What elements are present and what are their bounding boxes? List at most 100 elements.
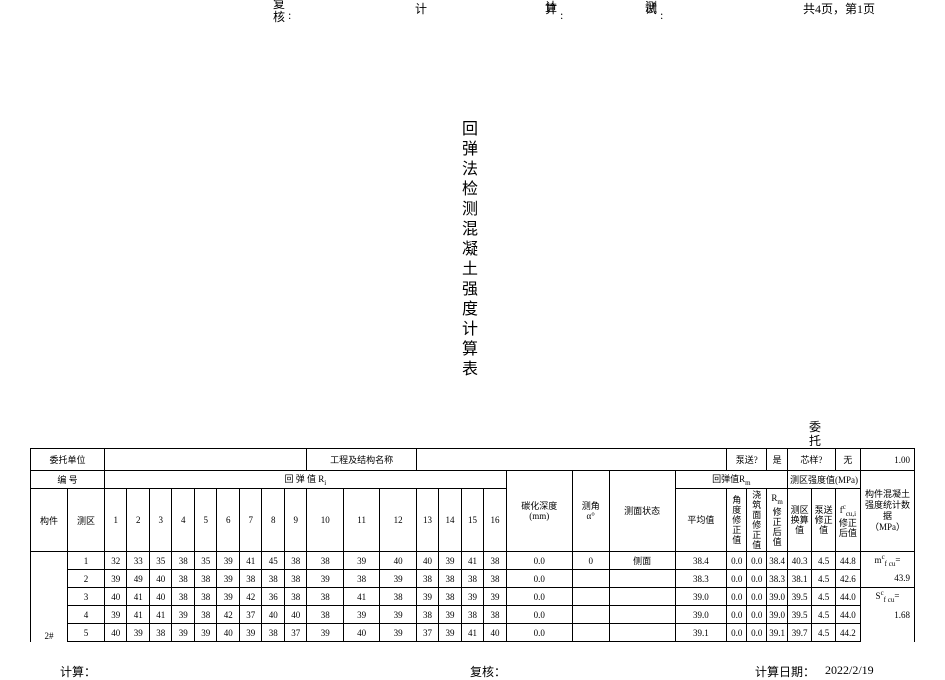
cell: 40 xyxy=(380,552,416,570)
cell-cejiao: 0 xyxy=(572,552,609,570)
cell: 35 xyxy=(149,552,172,570)
col-10: 10 xyxy=(307,489,343,552)
fcui-sub: cu,i xyxy=(846,509,856,517)
cell-cejiao xyxy=(572,606,609,624)
tanhua-text: 碳化深度 xyxy=(521,501,557,511)
cell-fcui: 44.8 xyxy=(835,552,860,570)
cell-cqu: 38.1 xyxy=(788,570,812,588)
table-row: 2 39 49 40 38 38 39 38 38 38 39 38 39 38… xyxy=(31,570,915,588)
hdr-huitan-rm: 回弹值Rm xyxy=(675,471,787,489)
cell: 39 xyxy=(343,552,379,570)
table-row: 3 40 41 40 38 38 39 42 36 38 38 41 38 39… xyxy=(31,588,915,606)
col-4: 4 xyxy=(172,489,195,552)
hdr-ratio: 1.00 xyxy=(861,449,915,471)
cell: 40 xyxy=(262,606,285,624)
cell: 40 xyxy=(217,624,240,642)
cell-jd: 0.0 xyxy=(727,588,747,606)
cell: 33 xyxy=(127,552,150,570)
cell-tanhua: 0.0 xyxy=(506,624,572,642)
cell: 38 xyxy=(439,570,462,588)
cell: 40 xyxy=(104,624,127,642)
cell-cqu: 39.7 xyxy=(788,624,812,642)
col-15: 15 xyxy=(461,489,484,552)
cell-rmxz: 38.4 xyxy=(767,552,788,570)
cell-rmxz: 38.3 xyxy=(767,570,788,588)
cell: 40 xyxy=(484,624,507,642)
hdr-cequ-hs: 测区换算值 xyxy=(788,489,812,552)
cell-rmxz: 39.0 xyxy=(767,588,788,606)
cell: 37 xyxy=(284,624,307,642)
cell: 38 xyxy=(284,588,307,606)
vertical-title: 回弹法检测混凝土强度计算表 xyxy=(460,120,480,380)
cell: 38 xyxy=(149,624,172,642)
cell: 40 xyxy=(149,570,172,588)
stat-sub: f cu xyxy=(885,560,896,568)
tongji-unit: （MPa） xyxy=(870,522,905,532)
cell: 40 xyxy=(284,606,307,624)
cell: 38 xyxy=(307,588,343,606)
hdr-bengsong-xz: 泵送修正值 xyxy=(812,489,835,552)
hdr-jiaozhu-xz: 浇筑面修正值 xyxy=(747,489,767,552)
hdr-huitan: 回 弹 值 Ri xyxy=(104,471,506,489)
stat-val xyxy=(861,624,915,642)
cell: 40 xyxy=(343,624,379,642)
cell-fcui: 42.6 xyxy=(835,570,860,588)
cell: 38 xyxy=(461,570,484,588)
cell-pj: 39.1 xyxy=(675,624,727,642)
tanhua-unit: (mm) xyxy=(529,511,549,521)
cell-pj: 38.3 xyxy=(675,570,727,588)
hdr-cemian: 测面状态 xyxy=(609,471,675,552)
cell-jd: 0.0 xyxy=(727,570,747,588)
hdr-xinyang-q: 芯样? xyxy=(788,449,836,471)
cell: 41 xyxy=(461,552,484,570)
cell: 38 xyxy=(172,588,195,606)
shi-char: 试 xyxy=(645,0,657,17)
top-labels: 复 核 : 计 计 算 : 测 试 : 共4页，第1页 xyxy=(0,0,945,30)
gongcheng-value[interactable] xyxy=(416,449,726,471)
footer-date-value: 2022/2/19 xyxy=(825,663,874,678)
col-11: 11 xyxy=(343,489,379,552)
hdr-shi: 是 xyxy=(767,449,788,471)
cell: 38 xyxy=(416,606,439,624)
stat-label: Scf cu= xyxy=(861,588,915,606)
stat-label: mcf cu= xyxy=(861,552,915,570)
hdr-tanhua: 碳化深度 (mm) xyxy=(506,471,572,552)
table-row: 5 40 39 38 39 39 40 39 38 37 39 40 39 37… xyxy=(31,624,915,642)
hdr-bianhao: 编 号 xyxy=(31,471,105,489)
weituo-value[interactable] xyxy=(104,449,307,471)
row-idx: 3 xyxy=(67,588,104,606)
footer-jisuan: 计算： xyxy=(60,663,96,680)
table-row: 2# 1 32 33 35 38 35 39 41 45 38 38 39 40… xyxy=(31,552,915,570)
cell: 38 xyxy=(172,570,195,588)
cell: 38 xyxy=(307,552,343,570)
col-2: 2 xyxy=(127,489,150,552)
cell: 41 xyxy=(127,606,150,624)
stat-eq: = xyxy=(895,555,900,565)
cell-bs: 4.5 xyxy=(812,588,835,606)
shi-colon: : xyxy=(660,8,663,23)
cell-cemian xyxy=(609,624,675,642)
stat-val: 43.9 xyxy=(861,570,915,588)
cell: 41 xyxy=(239,552,262,570)
cell: 38 xyxy=(343,570,379,588)
fcui-tail: 修正后值 xyxy=(839,518,857,538)
cell: 39 xyxy=(194,624,217,642)
footer-fuhe: 复核： xyxy=(470,663,506,680)
cell: 38 xyxy=(262,570,285,588)
cell: 39 xyxy=(127,624,150,642)
cell: 38 xyxy=(194,606,217,624)
weituo-vertical: 委托 xyxy=(805,420,825,448)
vertical-title-text: 回弹法检测混凝土强度计算表 xyxy=(462,121,478,378)
cell: 39 xyxy=(217,588,240,606)
cemian-text: 测面状态 xyxy=(624,506,660,516)
tongji-text: 构件混凝土强度统计数据 xyxy=(865,489,910,521)
cell: 38 xyxy=(194,588,217,606)
col-9: 9 xyxy=(284,489,307,552)
cell: 39 xyxy=(461,588,484,606)
col-7: 7 xyxy=(239,489,262,552)
cell-cejiao xyxy=(572,588,609,606)
hdr-rm-xz: Rm 修正后值 xyxy=(767,489,788,552)
cell: 40 xyxy=(416,552,439,570)
cell: 49 xyxy=(127,570,150,588)
cell: 38 xyxy=(262,624,285,642)
